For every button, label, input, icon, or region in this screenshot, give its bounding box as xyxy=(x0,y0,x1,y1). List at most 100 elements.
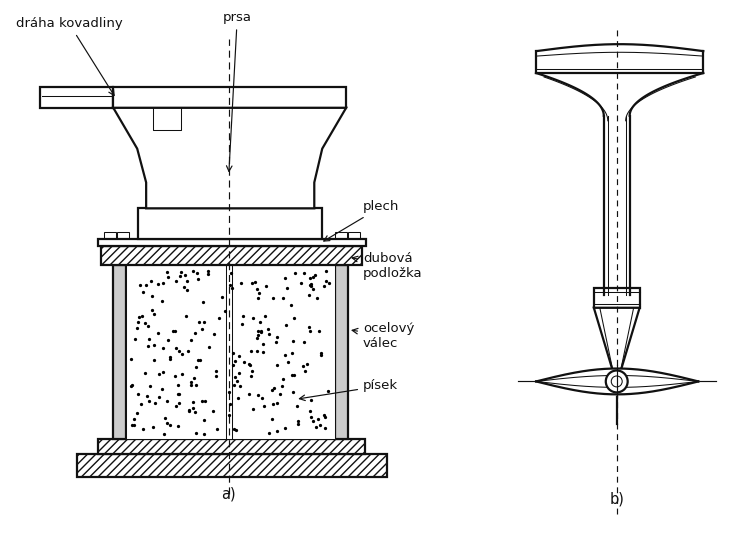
Point xyxy=(271,361,283,369)
Point xyxy=(152,329,164,337)
Point xyxy=(167,326,179,335)
Point xyxy=(185,378,197,387)
Point xyxy=(136,311,148,320)
Point xyxy=(305,280,317,288)
Point xyxy=(268,384,279,392)
Point xyxy=(139,368,151,377)
Point xyxy=(304,280,316,289)
Polygon shape xyxy=(113,108,346,208)
Point xyxy=(132,390,144,398)
Point xyxy=(253,293,265,302)
Point xyxy=(319,412,331,421)
Point xyxy=(263,429,275,437)
Point xyxy=(187,404,199,412)
Point xyxy=(179,271,191,280)
Point xyxy=(160,413,171,422)
Polygon shape xyxy=(594,308,640,373)
Point xyxy=(267,294,279,303)
Point xyxy=(254,318,266,326)
Point xyxy=(302,290,314,299)
Point xyxy=(196,325,208,333)
Point xyxy=(292,419,304,428)
Point xyxy=(224,280,236,289)
Point xyxy=(183,347,194,355)
Point xyxy=(192,355,204,364)
Point xyxy=(193,318,205,326)
Bar xyxy=(594,288,640,308)
Point xyxy=(157,278,168,287)
Bar xyxy=(113,265,126,439)
Point xyxy=(274,390,286,399)
Point xyxy=(129,421,140,430)
Point xyxy=(313,327,325,336)
Point xyxy=(172,390,184,398)
Point xyxy=(281,284,293,293)
Point xyxy=(187,397,199,406)
Point xyxy=(227,284,239,293)
Point xyxy=(224,399,236,408)
Point xyxy=(202,270,214,279)
Point xyxy=(156,385,168,393)
Point xyxy=(176,369,188,378)
Point xyxy=(174,347,185,355)
Point xyxy=(149,356,160,364)
Point xyxy=(288,370,300,379)
Point xyxy=(154,369,166,378)
Point xyxy=(129,335,141,343)
Point xyxy=(251,331,263,339)
Bar xyxy=(104,232,116,246)
Point xyxy=(126,421,137,430)
Point xyxy=(207,407,219,416)
Point xyxy=(148,310,160,318)
Point xyxy=(126,382,137,391)
Point xyxy=(234,381,246,390)
Text: b): b) xyxy=(609,492,624,507)
Point xyxy=(143,396,155,405)
Point xyxy=(188,407,200,416)
Circle shape xyxy=(606,370,627,392)
Point xyxy=(227,360,239,369)
Point xyxy=(198,415,210,424)
Point xyxy=(169,372,181,380)
Point xyxy=(279,350,291,359)
Point xyxy=(177,350,188,358)
Point xyxy=(149,399,160,408)
Point xyxy=(245,361,256,369)
Bar xyxy=(181,163,188,208)
Text: dráha kovadliny: dráha kovadliny xyxy=(16,17,123,95)
Bar xyxy=(336,232,347,246)
Point xyxy=(251,333,263,342)
Point xyxy=(313,415,324,424)
Point xyxy=(140,281,151,289)
Bar xyxy=(248,163,256,208)
Text: a): a) xyxy=(222,487,236,502)
Point xyxy=(255,327,267,336)
Point xyxy=(253,288,265,297)
Point xyxy=(304,396,316,405)
Point xyxy=(219,306,231,315)
Point xyxy=(147,423,159,431)
Point xyxy=(153,393,165,401)
Text: prsa: prsa xyxy=(222,11,252,171)
Point xyxy=(197,397,208,405)
Point xyxy=(280,321,292,330)
Text: plech: plech xyxy=(324,200,399,241)
Point xyxy=(188,374,200,383)
Bar xyxy=(202,163,212,208)
Point xyxy=(250,277,262,286)
Point xyxy=(285,300,297,309)
Point xyxy=(266,385,278,394)
Point xyxy=(208,329,220,338)
Bar xyxy=(236,163,245,208)
Point xyxy=(191,269,202,277)
Point xyxy=(287,348,299,357)
Bar xyxy=(126,265,336,439)
Point xyxy=(318,281,330,290)
Point xyxy=(200,397,211,405)
Point xyxy=(259,312,271,320)
Point xyxy=(228,424,240,433)
Point xyxy=(234,279,246,287)
Point xyxy=(256,327,268,336)
Point xyxy=(203,343,215,351)
Point xyxy=(260,282,272,290)
